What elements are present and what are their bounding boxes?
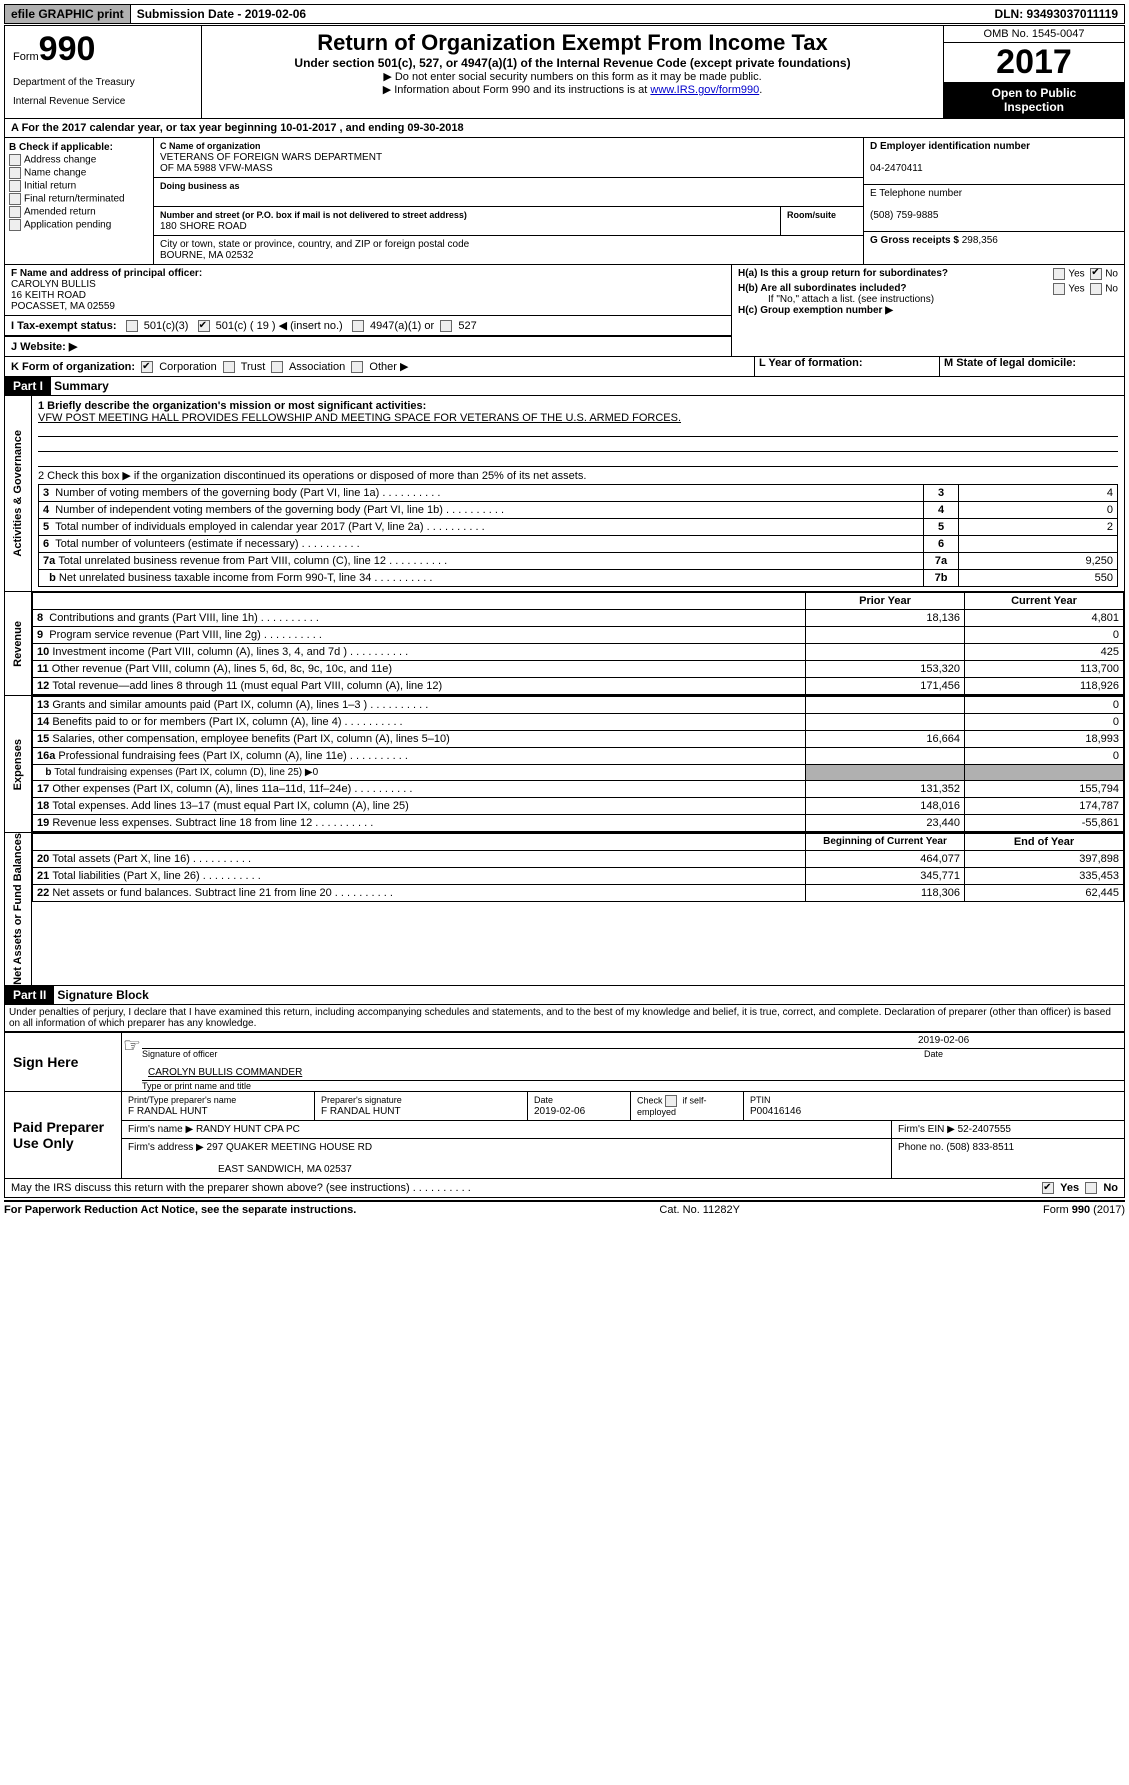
footer-left: For Paperwork Reduction Act Notice, see … xyxy=(4,1204,356,1216)
section-klm: K Form of organization: Corporation Trus… xyxy=(4,356,1125,377)
net-assets: Net Assets or Fund Balances Beginning of… xyxy=(4,833,1125,986)
q1-answer: VFW POST MEETING HALL PROVIDES FELLOWSHI… xyxy=(38,412,1118,424)
sig-officer-label: Signature of officer xyxy=(142,1049,924,1059)
dln-label: DLN: 93493037011119 xyxy=(627,5,1124,23)
activities-governance: Activities & Governance 1 Briefly descri… xyxy=(4,396,1125,592)
tax-year: 2017 xyxy=(944,43,1124,82)
b-header: B Check if applicable: xyxy=(9,142,149,153)
form-note-1: ▶ Do not enter social security numbers o… xyxy=(206,70,939,83)
signature-block: Sign Here ☞ 2019-02-06 Signature of offi… xyxy=(4,1031,1125,1179)
may-irs-discuss: May the IRS discuss this return with the… xyxy=(4,1179,1125,1198)
sig-date-label: Date xyxy=(924,1049,1124,1059)
expenses-table: 13 Grants and similar amounts paid (Part… xyxy=(32,696,1124,832)
cb-amended[interactable]: Amended return xyxy=(9,206,149,218)
form-word: Form xyxy=(13,51,39,63)
i-tax-exempt: I Tax-exempt status: 501(c)(3) 501(c) ( … xyxy=(5,315,731,336)
perjury-text: Under penalties of perjury, I declare th… xyxy=(4,1005,1125,1031)
form-header: Form990 Department of the Treasury Inter… xyxy=(4,25,1125,119)
form-subtitle: Under section 501(c), 527, or 4947(a)(1)… xyxy=(206,56,939,70)
officer-name: CAROLYN BULLIS COMMANDER xyxy=(148,1067,302,1078)
firm-name: RANDY HUNT CPA PC xyxy=(196,1124,300,1135)
cb-other[interactable] xyxy=(351,361,363,373)
cb-association[interactable] xyxy=(271,361,283,373)
top-bar: efile GRAPHIC print Submission Date - 20… xyxy=(4,4,1125,24)
e-phone-box: E Telephone number (508) 759-9885 xyxy=(864,185,1124,232)
preparer-date: 2019-02-06 xyxy=(534,1106,585,1117)
section-fh: F Name and address of principal officer:… xyxy=(4,264,1125,356)
footer-mid: Cat. No. 11282Y xyxy=(659,1204,740,1216)
hb-subordinates: H(b) Are all subordinates included? Yes … xyxy=(738,283,1118,294)
cb-trust[interactable] xyxy=(223,361,235,373)
page-footer: For Paperwork Reduction Act Notice, see … xyxy=(4,1200,1125,1216)
part1-header: Part I Summary xyxy=(4,377,1125,396)
cb-discuss-yes[interactable] xyxy=(1042,1182,1054,1194)
gov-table: 3 Number of voting members of the govern… xyxy=(38,484,1118,587)
firm-city: EAST SANDWICH, MA 02537 xyxy=(218,1164,352,1175)
g-gross-box: G Gross receipts $ 298,356 xyxy=(864,232,1124,249)
preparer-name: F RANDAL HUNT xyxy=(128,1106,208,1117)
firm-address: 297 QUAKER MEETING HOUSE RD xyxy=(207,1142,373,1153)
j-website: J Website: ▶ xyxy=(5,336,731,356)
efile-label[interactable]: efile GRAPHIC print xyxy=(5,5,131,23)
c-dba-box: Doing business as xyxy=(154,178,863,207)
cb-address-change[interactable]: Address change xyxy=(9,154,149,166)
cb-final-return[interactable]: Final return/terminated xyxy=(9,193,149,205)
section-a: A For the 2017 calendar year, or tax yea… xyxy=(4,119,1125,138)
firm-ein: 52-2407555 xyxy=(958,1124,1011,1135)
officer-name-label: Type or print name and title xyxy=(142,1081,1124,1091)
open-to-public: Open to PublicInspection xyxy=(944,82,1124,118)
form-title: Return of Organization Exempt From Incom… xyxy=(206,30,939,56)
self-employed-check[interactable]: Check if self-employed xyxy=(631,1092,744,1120)
ha-group-return: H(a) Is this a group return for subordin… xyxy=(738,268,1118,279)
c-street-box: Number and street (or P.O. box if mail i… xyxy=(154,207,863,236)
hb-note: If "No," attach a list. (see instruction… xyxy=(768,294,1118,305)
ptin: P00416146 xyxy=(750,1106,801,1117)
cb-4947[interactable] xyxy=(352,320,364,332)
c-city-box: City or town, state or province, country… xyxy=(154,236,863,264)
q1: 1 Briefly describe the organization's mi… xyxy=(38,400,1118,412)
cb-name-change[interactable]: Name change xyxy=(9,167,149,179)
form-note-2: ▶ Information about Form 990 and its ins… xyxy=(206,83,939,96)
f-officer: F Name and address of principal officer:… xyxy=(5,265,731,315)
omb-number: OMB No. 1545-0047 xyxy=(944,26,1124,43)
cb-initial-return[interactable]: Initial return xyxy=(9,180,149,192)
cb-discuss-no[interactable] xyxy=(1085,1182,1097,1194)
footer-right: Form 990 (2017) xyxy=(1043,1204,1125,1216)
officer-sig-date: 2019-02-06 xyxy=(918,1035,1118,1046)
expenses: Expenses 13 Grants and similar amounts p… xyxy=(4,696,1125,833)
preparer-sig: F RANDAL HUNT xyxy=(321,1106,401,1117)
section-bcdefg: B Check if applicable: Address change Na… xyxy=(4,138,1125,264)
cb-501c3[interactable] xyxy=(126,320,138,332)
net-assets-table: Beginning of Current YearEnd of Year 20 … xyxy=(32,833,1124,902)
form-number: 990 xyxy=(39,30,96,68)
d-ein-box: D Employer identification number 04-2470… xyxy=(864,138,1124,185)
cb-corporation[interactable] xyxy=(141,361,153,373)
hc-group-exemption: H(c) Group exemption number ▶ xyxy=(738,305,1118,316)
cb-app-pending[interactable]: Application pending xyxy=(9,219,149,231)
q2: 2 Check this box ▶ if the organization d… xyxy=(38,469,1118,482)
irs-link[interactable]: www.IRS.gov/form990 xyxy=(650,84,759,96)
cb-501c[interactable] xyxy=(198,320,210,332)
dept-irs: Internal Revenue Service xyxy=(13,96,193,107)
sign-here-label: Sign Here xyxy=(5,1033,122,1091)
revenue-table: Prior YearCurrent Year 8 Contributions a… xyxy=(32,592,1124,695)
paid-preparer-label: Paid Preparer Use Only xyxy=(5,1092,122,1178)
submission-date: Submission Date - 2019-02-06 xyxy=(131,5,628,23)
c-name-box: C Name of organization VETERANS OF FOREI… xyxy=(154,138,863,178)
revenue: Revenue Prior YearCurrent Year 8 Contrib… xyxy=(4,592,1125,696)
firm-phone: (508) 833-8511 xyxy=(946,1142,1014,1153)
part2-header: Part II Signature Block xyxy=(4,986,1125,1005)
dept-treasury: Department of the Treasury xyxy=(13,77,193,88)
cb-527[interactable] xyxy=(440,320,452,332)
